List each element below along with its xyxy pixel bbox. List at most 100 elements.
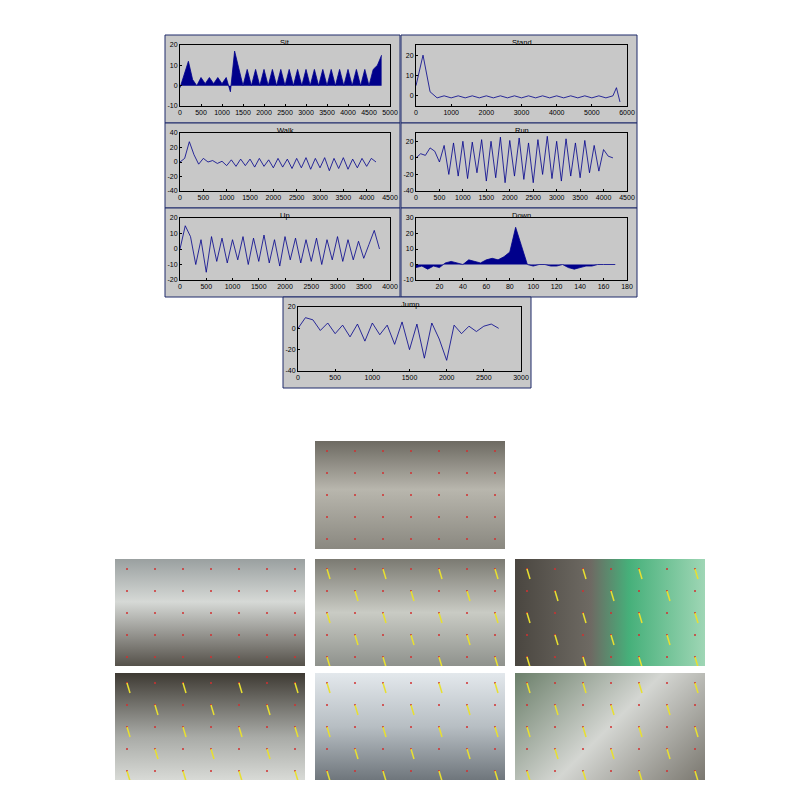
svg-text:-20: -20 (285, 346, 295, 353)
svg-text:3000: 3000 (312, 194, 328, 201)
svg-text:4000: 4000 (359, 194, 375, 201)
svg-text:1500: 1500 (402, 374, 418, 381)
svg-text:1000: 1000 (365, 374, 381, 381)
svg-text:2500: 2500 (476, 374, 492, 381)
svg-text:500: 500 (329, 374, 341, 381)
svg-text:20: 20 (170, 41, 178, 48)
svg-text:2500: 2500 (277, 109, 293, 116)
svg-text:1500: 1500 (235, 109, 251, 116)
svg-text:3500: 3500 (356, 283, 372, 290)
svg-text:2000: 2000 (256, 109, 272, 116)
svg-text:20: 20 (288, 303, 296, 310)
svg-text:1000: 1000 (443, 109, 459, 116)
svg-text:-20: -20 (167, 276, 177, 283)
svg-text:Up: Up (280, 211, 290, 220)
svg-text:30: 30 (406, 214, 414, 221)
svg-text:Sit: Sit (280, 38, 290, 47)
svg-text:2500: 2500 (525, 194, 541, 201)
svg-text:Run: Run (515, 126, 529, 135)
svg-text:0: 0 (410, 92, 414, 99)
svg-text:500: 500 (434, 194, 446, 201)
svg-text:1500: 1500 (479, 194, 495, 201)
svg-text:60: 60 (482, 283, 490, 290)
svg-text:20: 20 (170, 214, 178, 221)
svg-text:0: 0 (178, 194, 182, 201)
svg-text:3500: 3500 (319, 109, 335, 116)
svg-text:4500: 4500 (619, 194, 635, 201)
svg-text:Walk: Walk (277, 126, 294, 135)
svg-text:4500: 4500 (361, 109, 377, 116)
svg-text:140: 140 (574, 283, 586, 290)
svg-text:0: 0 (178, 283, 182, 290)
svg-text:4000: 4000 (340, 109, 356, 116)
svg-text:-40: -40 (403, 187, 413, 194)
svg-text:-10: -10 (167, 261, 177, 268)
svg-text:0: 0 (296, 374, 300, 381)
svg-text:500: 500 (197, 194, 209, 201)
svg-text:3000: 3000 (330, 283, 346, 290)
svg-text:0: 0 (174, 245, 178, 252)
svg-text:0: 0 (414, 194, 418, 201)
svg-text:40: 40 (459, 283, 467, 290)
svg-text:2000: 2000 (266, 194, 282, 201)
svg-text:-20: -20 (167, 173, 177, 180)
svg-text:10: 10 (170, 62, 178, 69)
svg-text:1000: 1000 (455, 194, 471, 201)
svg-text:500: 500 (195, 109, 207, 116)
svg-text:40: 40 (170, 129, 178, 136)
svg-text:Stand: Stand (512, 38, 532, 47)
svg-text:Jump: Jump (401, 300, 419, 309)
svg-text:-40: -40 (167, 187, 177, 194)
svg-text:1500: 1500 (242, 194, 258, 201)
svg-text:80: 80 (506, 283, 514, 290)
svg-text:4000: 4000 (382, 283, 398, 290)
svg-text:20: 20 (406, 230, 414, 237)
svg-text:2000: 2000 (479, 109, 495, 116)
svg-text:2000: 2000 (277, 283, 293, 290)
svg-text:3000: 3000 (514, 109, 530, 116)
svg-text:0: 0 (178, 109, 182, 116)
svg-text:Down: Down (512, 211, 531, 220)
svg-text:160: 160 (598, 283, 610, 290)
svg-text:120: 120 (551, 283, 563, 290)
svg-text:4500: 4500 (382, 194, 398, 201)
svg-text:2500: 2500 (303, 283, 319, 290)
svg-text:3000: 3000 (513, 374, 529, 381)
svg-text:500: 500 (200, 283, 212, 290)
svg-text:3500: 3500 (572, 194, 588, 201)
svg-text:-20: -20 (403, 171, 413, 178)
svg-text:-10: -10 (403, 276, 413, 283)
svg-text:0: 0 (174, 158, 178, 165)
svg-text:2000: 2000 (439, 374, 455, 381)
svg-text:10: 10 (170, 230, 178, 237)
svg-text:100: 100 (527, 283, 539, 290)
svg-text:-40: -40 (285, 367, 295, 374)
svg-text:20: 20 (436, 283, 444, 290)
svg-text:4000: 4000 (596, 194, 612, 201)
svg-text:5000: 5000 (382, 109, 398, 116)
svg-text:1000: 1000 (225, 283, 241, 290)
svg-text:-10: -10 (167, 102, 177, 109)
svg-text:1000: 1000 (219, 194, 235, 201)
svg-text:4000: 4000 (549, 109, 565, 116)
svg-text:2000: 2000 (502, 194, 518, 201)
svg-text:0: 0 (410, 154, 414, 161)
svg-text:10: 10 (406, 72, 414, 79)
svg-text:6000: 6000 (619, 109, 635, 116)
svg-text:0: 0 (174, 82, 178, 89)
svg-text:10: 10 (406, 245, 414, 252)
svg-text:5000: 5000 (584, 109, 600, 116)
svg-text:20: 20 (406, 52, 414, 59)
svg-text:1000: 1000 (214, 109, 230, 116)
svg-text:3000: 3000 (549, 194, 565, 201)
svg-text:0: 0 (414, 109, 418, 116)
svg-text:3000: 3000 (298, 109, 314, 116)
svg-text:180: 180 (621, 283, 633, 290)
svg-text:1500: 1500 (251, 283, 267, 290)
svg-text:0: 0 (292, 325, 296, 332)
svg-text:3500: 3500 (336, 194, 352, 201)
svg-text:20: 20 (170, 144, 178, 151)
svg-text:20: 20 (406, 138, 414, 145)
svg-text:2500: 2500 (289, 194, 305, 201)
svg-text:0: 0 (410, 261, 414, 268)
